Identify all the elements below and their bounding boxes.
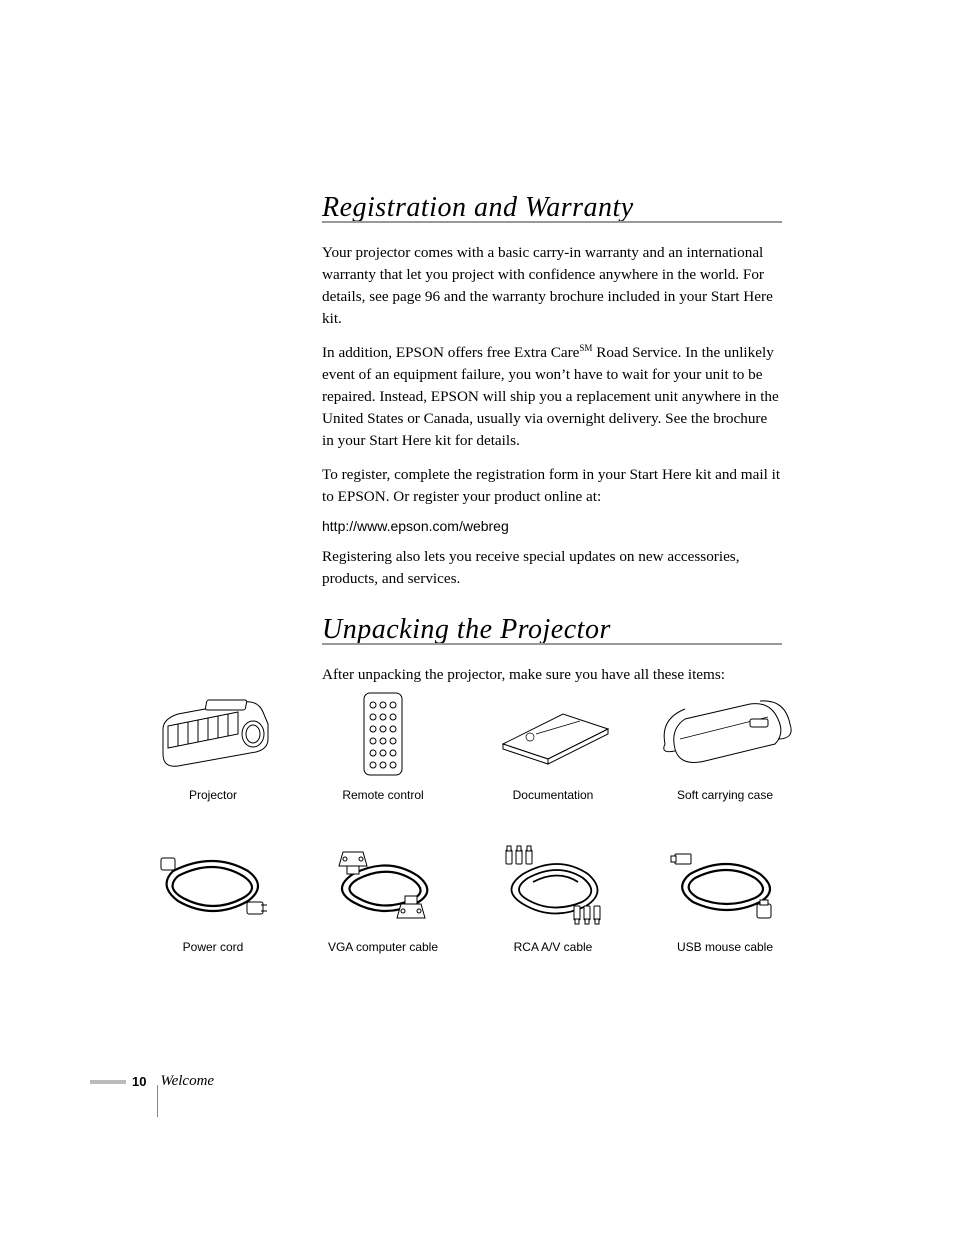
item-powercord: Power cord [140, 842, 286, 954]
registration-url: http://www.epson.com/webreg [322, 518, 954, 534]
heading-rule [322, 643, 782, 645]
item-remote: Remote control [310, 690, 456, 802]
footer-section-name: Welcome [160, 1073, 214, 1090]
item-label: Power cord [183, 940, 244, 954]
item-usb: USB mouse cable [650, 842, 800, 954]
item-rca: RCA A/V cable [480, 842, 626, 954]
paragraph: After unpacking the projector, make sure… [322, 664, 782, 686]
item-vga: VGA computer cable [310, 842, 456, 954]
powercord-icon [153, 842, 273, 930]
item-projector: Projector [140, 690, 286, 802]
item-label: RCA A/V cable [514, 940, 593, 954]
item-label: Documentation [513, 788, 594, 802]
case-icon [650, 690, 800, 778]
paragraph: In addition, EPSON offers free Extra Car… [322, 342, 782, 452]
rca-icon [488, 842, 618, 930]
footer-vertical-rule [157, 1085, 158, 1117]
item-label: Projector [189, 788, 237, 802]
documentation-icon [488, 690, 618, 778]
remote-icon [358, 690, 408, 778]
paragraph: To register, complete the registration f… [322, 464, 782, 508]
paragraph: Your projector comes with a basic carry-… [322, 242, 782, 330]
paragraph: Registering also lets you receive specia… [322, 546, 782, 590]
item-label: VGA computer cable [328, 940, 438, 954]
service-mark: SM [579, 343, 592, 353]
document-page: Registration and Warranty Your projector… [0, 0, 954, 1235]
item-documentation: Documentation [480, 690, 626, 802]
item-label: Soft carrying case [677, 788, 773, 802]
page-footer: 10 Welcome [90, 1073, 214, 1090]
item-label: Remote control [342, 788, 423, 802]
projector-icon [148, 690, 278, 778]
page-number: 10 [132, 1074, 146, 1089]
items-grid: Projector Remote control [140, 690, 800, 954]
item-case: Soft carrying case [650, 690, 800, 802]
footer-tick [90, 1080, 126, 1084]
usb-icon [665, 842, 785, 930]
text: In addition, EPSON offers free Extra Car… [322, 344, 579, 361]
vga-icon [323, 842, 443, 930]
item-label: USB mouse cable [677, 940, 773, 954]
heading-rule [322, 221, 782, 223]
